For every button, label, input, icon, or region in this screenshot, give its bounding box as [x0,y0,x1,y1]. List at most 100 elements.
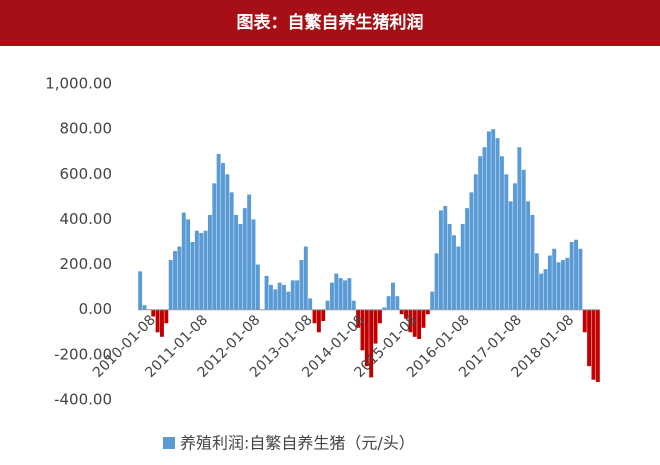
bar [351,300,356,310]
bar [316,309,321,333]
bar [517,147,522,310]
bar [303,246,308,310]
bar [399,309,404,315]
bar [138,271,143,310]
bar [543,269,548,310]
bar [478,156,483,310]
bar [408,309,413,333]
bar [486,131,491,310]
bar [425,309,430,315]
title-banner [0,0,660,46]
bar [556,262,561,310]
bar [552,248,557,310]
bar [473,174,478,310]
bar [151,309,156,317]
bar [277,282,282,310]
bar [364,309,369,367]
bar [177,246,182,310]
bar [168,260,173,310]
bar [421,309,426,328]
bar [595,309,600,382]
bar [578,248,583,310]
bar [264,275,269,310]
bar [325,300,330,310]
bar [282,284,286,310]
bar [565,257,570,310]
y-tick-label: 0.00 [79,300,112,318]
bar [386,296,391,310]
chart-title: 图表：自繁自养生猪利润 [237,12,424,33]
bar [587,309,592,367]
bar [456,246,461,310]
bar [190,242,195,310]
bar [207,214,212,310]
bar [229,192,234,310]
bar [186,219,191,310]
bar [347,278,352,310]
bar [530,214,535,310]
bar [321,309,326,321]
bar [369,309,374,378]
bar [395,296,400,310]
bar [251,219,256,310]
bar [482,147,487,310]
bar [356,309,361,328]
bar [460,223,465,310]
bar [216,153,221,310]
bar [391,282,395,310]
bar [513,183,517,310]
bar [329,282,334,310]
bar [360,309,365,351]
y-tick-label: 1,000.00 [45,75,112,93]
bar [268,284,273,310]
y-tick-label: 400.00 [60,210,113,228]
bar [430,291,435,310]
bar [508,201,513,310]
bar [221,163,225,310]
bar [238,223,243,310]
bar [242,208,247,310]
bar [377,309,382,324]
bar [469,192,474,310]
bar [447,223,452,310]
bar [199,232,204,310]
bar [591,309,596,380]
bar [290,280,295,310]
bar [255,264,260,310]
legend-label: 养殖利润:自繁自养生猪（元/头） [180,434,415,453]
bar [160,309,164,337]
bar [574,239,578,310]
bar [434,253,439,310]
y-tick-label: 200.00 [60,255,113,273]
bar [164,309,169,324]
bar [582,309,587,333]
bar [534,253,539,310]
bar [155,309,160,333]
bar [452,235,456,310]
bar [286,291,291,310]
bar [373,309,378,344]
y-tick-label: 800.00 [60,120,113,138]
bar [212,183,217,310]
bar [295,280,300,310]
y-tick-label: 600.00 [60,165,113,183]
bar [404,309,409,319]
bar [526,201,531,310]
bar [343,280,347,310]
bar [173,251,178,310]
bar [443,205,448,310]
bar [312,309,317,324]
bar [521,169,526,310]
bar [247,194,252,310]
bar [539,273,544,310]
bar [142,305,147,310]
bar [412,309,417,337]
bar [234,214,239,310]
bar [547,255,552,310]
bar [491,129,496,310]
bar [338,278,343,310]
bar [299,260,304,310]
bar [569,242,574,310]
